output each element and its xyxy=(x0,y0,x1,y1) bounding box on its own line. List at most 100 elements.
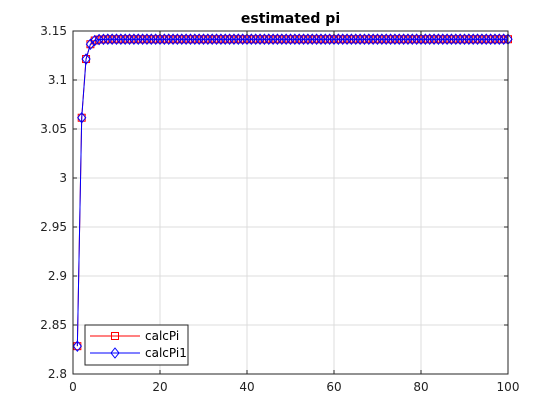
data-point-calcPi1 xyxy=(277,33,287,46)
data-point-calcPi1 xyxy=(259,33,270,46)
data-point-calcPi1 xyxy=(216,33,226,46)
data-point-calcPi1 xyxy=(177,33,187,46)
x-tick-label: 60 xyxy=(326,380,341,394)
data-point-calcPi1 xyxy=(455,33,465,46)
ticks: 0 20 40 60 80 100 2.8 2.85 2.9 2.95 3 3.05 3.1 3.15 xyxy=(40,24,519,394)
data-point-calcPi1 xyxy=(398,33,409,46)
data-point-calcPi1 xyxy=(451,33,461,46)
data-point-calcPi1 xyxy=(172,33,183,46)
legend: calcPi calcPi1 xyxy=(84,324,189,366)
data-point-calcPi1 xyxy=(420,33,430,46)
data-point-calcPi1 xyxy=(342,33,352,46)
data-point-calcPi1 xyxy=(412,33,422,46)
data-point-calcPi1 xyxy=(320,33,330,46)
data-point-calcPi1 xyxy=(129,33,139,46)
x-tick-label: 100 xyxy=(497,380,520,394)
data-point-calcPi1 xyxy=(394,33,404,46)
data-point-calcPi1 xyxy=(120,33,130,46)
data-point-calcPi1 xyxy=(303,33,313,46)
y-tick-label: 3 xyxy=(59,171,67,185)
legend-item-calcPi1: calcPi1 xyxy=(90,346,187,360)
y-tick-label: 2.9 xyxy=(48,269,67,283)
data-point-calcPi1 xyxy=(416,33,426,46)
data-point-calcPi1 xyxy=(85,38,96,51)
data-point-calcPi1 xyxy=(338,33,348,46)
data-point-calcPi1 xyxy=(329,33,339,46)
data-point-calcPi1 xyxy=(207,33,217,46)
data-point-calcPi1 xyxy=(220,33,230,46)
data-point-calcPi1 xyxy=(268,33,278,46)
data-point-calcPi1 xyxy=(433,33,444,46)
y-tick-label: 3.15 xyxy=(40,24,67,38)
data-point-calcPi1 xyxy=(459,33,470,46)
data-point-calcPi1 xyxy=(116,33,126,46)
y-tick-label: 2.8 xyxy=(48,367,67,381)
data-point-calcPi1 xyxy=(377,33,387,46)
data-point-calcPi1 xyxy=(77,111,87,124)
data-point-calcPi1 xyxy=(446,33,457,46)
data-point-calcPi1 xyxy=(137,33,148,46)
data-point-calcPi1 xyxy=(372,33,383,46)
x-tick-label: 20 xyxy=(152,380,167,394)
data-point-calcPi1 xyxy=(472,33,483,46)
data-point-calcPi1 xyxy=(238,33,248,46)
data-point-calcPi1 xyxy=(407,33,417,46)
data-point-calcPi1 xyxy=(159,33,169,46)
data-point-calcPi1 xyxy=(72,340,82,352)
y-tick-label: 2.85 xyxy=(40,318,67,332)
data-point-calcPi1 xyxy=(298,33,309,46)
data-point-calcPi1 xyxy=(438,33,448,46)
data-point-calcPi1 xyxy=(155,33,165,46)
data-point-calcPi1 xyxy=(255,33,265,46)
data-point-calcPi1 xyxy=(142,33,152,46)
data-point-calcPi1 xyxy=(368,33,378,46)
data-point-calcPi1 xyxy=(133,33,143,46)
data-point-calcPi1 xyxy=(103,33,113,46)
data-point-calcPi1 xyxy=(146,33,156,46)
data-point-calcPi1 xyxy=(403,33,413,46)
data-point-calcPi1 xyxy=(359,33,370,46)
legend-label: calcPi1 xyxy=(145,346,187,360)
data-point-calcPi1 xyxy=(464,33,474,46)
data-point-calcPi1 xyxy=(111,33,122,46)
data-point-calcPi1 xyxy=(311,33,322,46)
data-point-legend-calcPi1 xyxy=(110,347,120,359)
legend-label: calcPi xyxy=(145,329,179,343)
data-point-calcPi1 xyxy=(233,33,243,46)
data-point-calcPi1 xyxy=(381,33,391,46)
data-point-calcPi1 xyxy=(211,33,222,46)
data-point-calcPi1 xyxy=(325,33,335,46)
data-point-calcPi1 xyxy=(272,33,283,46)
legend-item-calcPi: calcPi xyxy=(90,329,179,343)
data-point-calcPi1 xyxy=(385,33,396,46)
data-point-calcPi1 xyxy=(94,33,104,46)
plot-area xyxy=(73,31,508,374)
series-calcPi1 xyxy=(72,33,513,352)
plot-frame xyxy=(72,30,509,375)
x-tick-label: 40 xyxy=(239,380,254,394)
legend-box xyxy=(84,324,189,366)
data-point-calcPi1 xyxy=(90,34,100,47)
data-point-calcPi1 xyxy=(346,33,357,46)
y-tick-label: 3.1 xyxy=(48,73,67,87)
data-point-calcPi1 xyxy=(307,33,317,46)
data-point-calcPi1 xyxy=(429,33,439,46)
data-point-calcPi1 xyxy=(494,33,504,46)
data-point-calcPi1 xyxy=(499,33,509,46)
data-point-calcPi1 xyxy=(425,33,435,46)
y-tick-label: 2.95 xyxy=(40,220,67,234)
data-point-calcPi1 xyxy=(281,33,291,46)
data-point-legend-calcPi xyxy=(111,332,119,340)
y-tick-label: 3.05 xyxy=(40,122,67,136)
data-point-calcPi1 xyxy=(468,33,478,46)
data-point-calcPi1 xyxy=(246,33,256,46)
data-point-calcPi1 xyxy=(442,33,452,46)
data-point-calcPi1 xyxy=(485,33,496,46)
data-point-calcPi1 xyxy=(481,33,491,46)
data-point-calcPi1 xyxy=(390,33,400,46)
data-point-calcPi1 xyxy=(351,33,361,46)
data-point-calcPi1 xyxy=(285,33,296,46)
data-point-calcPi1 xyxy=(181,33,191,46)
data-point-calcPi1 xyxy=(242,33,252,46)
data-point-calcPi1 xyxy=(107,33,117,46)
